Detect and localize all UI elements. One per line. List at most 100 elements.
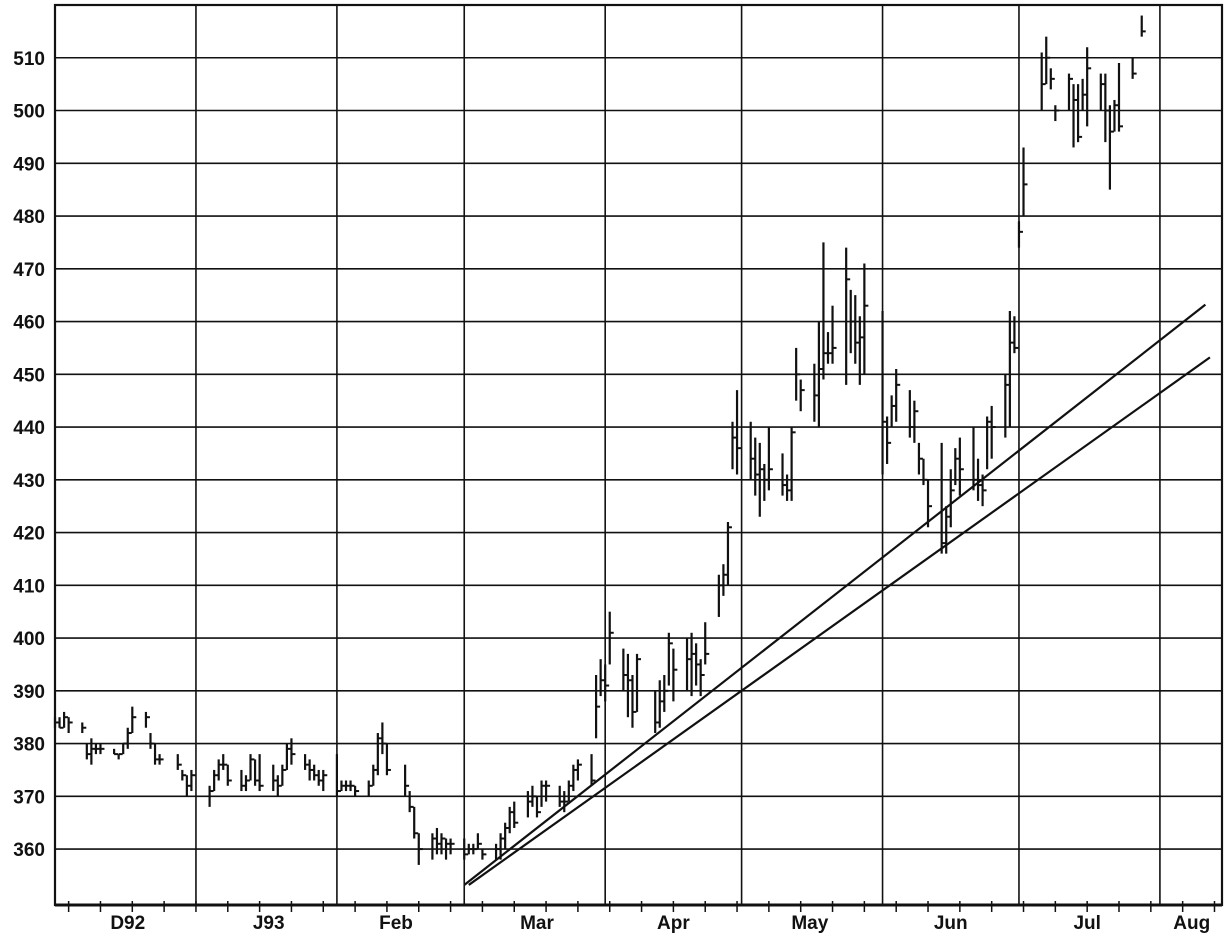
ohlc-bar xyxy=(367,780,373,797)
x-month-label: Mar xyxy=(520,913,554,934)
ohlc-bar xyxy=(90,738,96,765)
ohlc-bar xyxy=(217,759,223,781)
ohlc-bar xyxy=(622,648,628,691)
ohlc-bar xyxy=(53,717,59,728)
y-tick-label: 370 xyxy=(13,787,45,808)
ohlc-bar xyxy=(1072,84,1078,148)
ohlc-bar xyxy=(1054,105,1060,122)
ohlc-bar xyxy=(908,390,914,438)
ohlc-bar xyxy=(572,764,578,792)
ohlc-bar xyxy=(767,427,773,491)
ohlc-bar xyxy=(1086,47,1092,127)
ohlc-bar xyxy=(158,754,164,765)
ohlc-bar xyxy=(381,722,387,755)
ohlc-bar xyxy=(472,843,478,855)
ohlc-bar xyxy=(253,759,260,786)
ohlc-bar xyxy=(258,754,264,792)
ohlc-bar xyxy=(190,769,196,792)
ohlc-bar xyxy=(1008,310,1014,428)
ohlc-bar xyxy=(344,780,351,792)
ohlc-bar xyxy=(1108,105,1114,190)
ohlc-bar xyxy=(785,474,792,501)
ohlc-bar xyxy=(476,833,482,850)
ohlc-bar xyxy=(244,775,250,792)
ohlc-bar xyxy=(826,332,832,364)
x-month-label: J93 xyxy=(253,913,285,934)
ohlc-bar xyxy=(144,711,150,728)
ohlc-bar xyxy=(1045,36,1051,85)
ohlc-bar xyxy=(213,769,219,792)
y-tick-label: 390 xyxy=(13,682,45,703)
ohlc-bar xyxy=(404,764,410,797)
ohlc-bar xyxy=(1040,52,1046,111)
ohlc-bar xyxy=(576,759,582,781)
ohlc-bar xyxy=(695,643,701,686)
y-tick-label: 490 xyxy=(13,154,45,175)
ohlc-bar xyxy=(854,295,860,364)
ohlc-bar xyxy=(1113,99,1119,132)
ohlc-bar xyxy=(922,458,928,486)
ohlc-bar xyxy=(276,775,282,797)
ohlc-bar xyxy=(1117,63,1123,132)
ohlc-bar xyxy=(313,764,319,781)
ohlc-bar xyxy=(954,448,960,486)
ohlc-bar xyxy=(67,717,73,734)
ohlc-bar xyxy=(626,653,632,718)
ohlc-bar xyxy=(417,833,423,865)
ohlc-bar xyxy=(226,764,232,786)
ohlc-bar xyxy=(758,442,764,517)
y-tick-label: 500 xyxy=(13,102,45,123)
ohlc-bar xyxy=(886,416,892,464)
ohlc-bar xyxy=(322,769,328,792)
ohlc-bar xyxy=(790,427,796,501)
ohlc-bar xyxy=(85,743,91,760)
y-tick-label: 430 xyxy=(13,471,45,492)
ohlc-bar xyxy=(717,574,723,617)
ohlc-bar xyxy=(986,416,992,470)
ohlc-bar xyxy=(531,785,537,807)
ohlc-bar xyxy=(335,754,341,797)
ohlc-bar xyxy=(917,442,923,475)
ohlc-bar xyxy=(440,833,446,855)
ohlc-bar xyxy=(308,759,314,781)
ohlc-bar xyxy=(722,564,728,596)
ohlc-bar xyxy=(58,717,64,729)
ohlc-bar xyxy=(831,305,837,364)
ohlc-bar xyxy=(958,437,964,496)
y-tick-label: 470 xyxy=(13,260,45,281)
x-month-label: Apr xyxy=(657,913,690,934)
ohlc-bar xyxy=(272,764,278,792)
ohlc-bar xyxy=(1004,374,1010,438)
ohlc-bar xyxy=(858,316,864,385)
ohlc-bar xyxy=(685,638,692,691)
ohlc-bar xyxy=(817,321,823,428)
ohlc-bar xyxy=(122,742,128,755)
ohlc-bar xyxy=(544,780,551,802)
x-month-label: D92 xyxy=(110,913,145,934)
ohlc-bar xyxy=(249,754,255,781)
y-tick-label: 480 xyxy=(13,207,45,228)
y-tick-label: 450 xyxy=(13,365,45,386)
ohlc-bar xyxy=(526,791,532,818)
ohlc-bar xyxy=(795,347,801,401)
ohlc-bar xyxy=(590,754,596,786)
ohlc-bar xyxy=(176,754,182,770)
ohlc-bar xyxy=(113,748,119,756)
ohlc-bar xyxy=(726,521,732,586)
ohlc-bar xyxy=(285,743,291,770)
ohlc-bar xyxy=(449,838,455,855)
ohlc-bar xyxy=(1099,73,1105,111)
ohlc-bar xyxy=(281,764,287,786)
ohlc-bar xyxy=(563,791,569,813)
ohlc-bar xyxy=(62,711,69,728)
ohlc-bar xyxy=(1131,57,1137,79)
ohlc-bar xyxy=(290,738,296,765)
ohlc-bar xyxy=(749,421,755,480)
ohlc-bar xyxy=(672,648,678,702)
ohlc-bar xyxy=(513,801,519,828)
ohlc-bar xyxy=(704,622,710,665)
ohlc-bar xyxy=(763,463,769,501)
ohlc-bar xyxy=(926,479,933,528)
y-tick-label: 400 xyxy=(13,629,45,650)
